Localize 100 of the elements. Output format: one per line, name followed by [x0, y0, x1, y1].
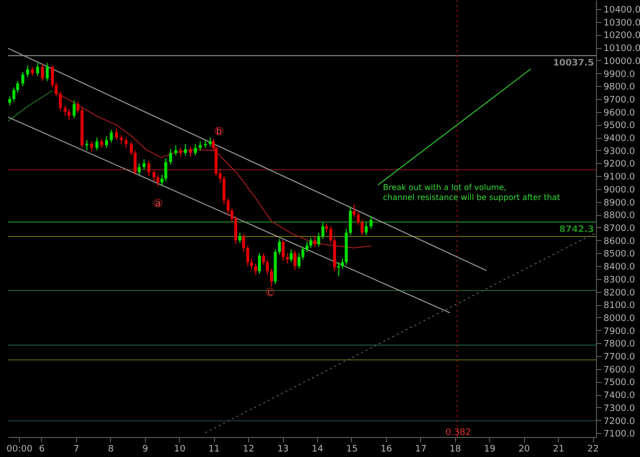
- y-tick-label: 9300.0: [604, 146, 636, 157]
- candlestick: [142, 158, 146, 170]
- candlestick: [26, 65, 30, 78]
- candlestick: [298, 252, 301, 270]
- candlestick: [222, 176, 226, 205]
- candlestick: [313, 236, 316, 248]
- x-tick-label: 7: [73, 444, 80, 454]
- candlestick: [246, 244, 250, 267]
- x-tick-label: 13: [277, 444, 289, 454]
- candlestick: [250, 258, 254, 270]
- candlestick: [290, 248, 293, 263]
- y-tick-label: 9500.0: [604, 121, 636, 132]
- candlestick: [152, 169, 156, 182]
- candlestick: [262, 252, 266, 266]
- x-tick-label: 11: [208, 444, 220, 454]
- candlestick: [301, 246, 304, 260]
- candlestick: [270, 268, 274, 288]
- candlestick: [282, 240, 285, 262]
- y-tick-label: 8600.0: [604, 236, 636, 247]
- y-tick-label: 9200.0: [604, 160, 636, 170]
- candlestick: [46, 62, 49, 82]
- y-tick-label: 9900.0: [604, 70, 636, 80]
- y-tick-label: 8100.0: [604, 301, 636, 312]
- y-tick-label: 8700.0: [604, 224, 636, 234]
- candlestick: [138, 162, 141, 176]
- y-tick-label: 10000.0: [604, 56, 640, 67]
- x-tick-label: 18: [450, 444, 462, 454]
- y-tick-label: 8200.0: [604, 288, 636, 298]
- y-tick-label: 9800.0: [604, 82, 636, 93]
- x-tick-label: 17: [415, 444, 427, 454]
- candlestick: [76, 101, 80, 114]
- candlestick: [286, 252, 289, 264]
- candlestick: [189, 146, 192, 158]
- annotation: b: [216, 127, 222, 137]
- candlestick: [218, 169, 222, 184]
- y-tick-label: 8800.0: [604, 211, 636, 222]
- x-tick-label: 19: [484, 444, 496, 454]
- y-tick-label: 7200.0: [604, 416, 636, 427]
- candlestick: [40, 64, 44, 82]
- candlestick: [254, 262, 258, 276]
- candlestick: [156, 174, 160, 187]
- candlestick: [124, 137, 128, 148]
- candlestick: [348, 206, 352, 236]
- candlestick: [164, 158, 168, 182]
- candlestick: [242, 233, 246, 252]
- candlestick: [184, 143, 187, 156]
- x-tick-label: 20: [518, 444, 530, 454]
- candlestick: [115, 128, 118, 141]
- x-tick-label: 10: [174, 444, 186, 454]
- annotation: Break out with a lot of volume, channel resistance will be support after that: [383, 183, 560, 202]
- candlestick: [226, 197, 230, 216]
- candlestick: [309, 237, 312, 249]
- y-tick-label: 10100.0: [604, 44, 640, 54]
- y-tick-label: 9400.0: [604, 134, 636, 144]
- candlestick: [266, 259, 269, 276]
- candlestick: [352, 204, 356, 218]
- x-tick-label: 21: [552, 444, 564, 454]
- candlestick: [147, 160, 150, 177]
- candlestick: [58, 90, 62, 112]
- candlestick: [36, 62, 40, 76]
- y-tick-label: 8500.0: [604, 250, 636, 260]
- y-tick-label: 7400.0: [604, 391, 636, 402]
- candlestick: [110, 129, 113, 144]
- y-tick-label: 10300.0: [604, 18, 640, 28]
- x-tick-label: 6: [39, 444, 46, 454]
- candlestick: [278, 238, 281, 255]
- y-tick-label: 10200.0: [604, 31, 640, 42]
- candlestick: [293, 250, 296, 270]
- ref-line-label: 8742.3: [559, 225, 594, 236]
- y-tick-label: 8300.0: [604, 275, 636, 286]
- y-tick-label: 7100.0: [604, 430, 636, 440]
- candlestick: [90, 140, 94, 152]
- candlestick: [72, 100, 76, 119]
- y-tick-label: 7300.0: [604, 404, 636, 414]
- candlestick: [194, 143, 197, 156]
- y-tick-label: 7500.0: [604, 378, 636, 388]
- candlestick: [160, 174, 164, 186]
- x-tick-label: 22: [587, 444, 599, 454]
- annotation: 0.382: [445, 428, 472, 438]
- y-tick-label: 7800.0: [604, 340, 636, 350]
- x-tick-label: 9: [142, 444, 148, 454]
- candlestick: [174, 144, 178, 156]
- y-tick-label: 7700.0: [604, 352, 636, 363]
- annotation: c: [268, 288, 273, 298]
- candlestick: [340, 258, 344, 270]
- y-tick-label: 9000.0: [604, 185, 636, 196]
- x-tick-label: 12: [242, 444, 254, 454]
- y-tick-label: 10400.0: [604, 5, 640, 16]
- candlestick: [238, 232, 242, 244]
- candlestick: [321, 222, 324, 240]
- y-tick-label: 8000.0: [604, 314, 636, 324]
- x-tick-label: 8: [108, 444, 114, 454]
- ref-line-label: 10037.5: [553, 58, 594, 69]
- candlestick: [67, 108, 70, 120]
- annotation: a: [155, 199, 161, 209]
- y-tick-label: 8900.0: [604, 198, 636, 208]
- y-tick-label: 7900.0: [604, 326, 636, 337]
- candlestick: [169, 148, 172, 166]
- x-tick-label: 16: [380, 444, 392, 454]
- y-tick-label: 9100.0: [604, 172, 636, 183]
